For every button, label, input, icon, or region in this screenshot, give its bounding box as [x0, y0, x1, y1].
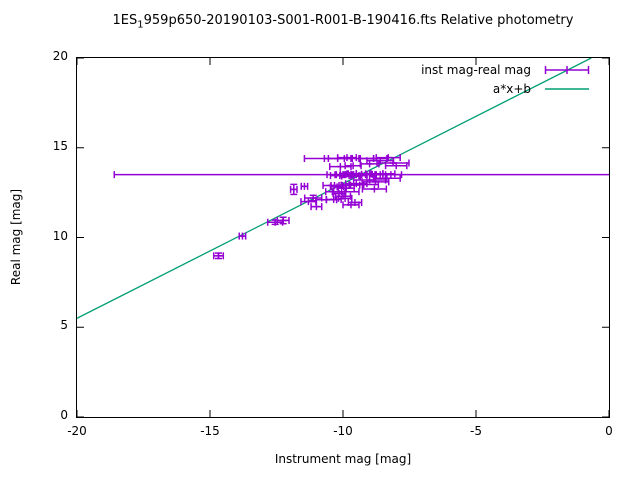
legend-row-points: inst mag-real mag: [421, 61, 590, 79]
x-axis-label: Instrument mag [mag]: [274, 452, 412, 466]
y-tick-label: 5: [60, 318, 68, 333]
plot-area: [76, 57, 610, 418]
x-tick-label: -5: [470, 424, 482, 438]
line-sample-icon: [545, 88, 589, 90]
y-tick-label: 15: [52, 138, 68, 153]
x-tick-label: -20: [67, 424, 87, 438]
y-axis-label: Real mag [mag]: [9, 188, 23, 286]
legend-label-fit: a*x+b: [492, 82, 531, 96]
y-tick-label: 10: [52, 228, 68, 243]
y-tick-label: 20: [52, 49, 68, 63]
legend-label-points: inst mag-real mag: [421, 63, 531, 77]
x-tick-label: -15: [200, 424, 220, 438]
plot-canvas: [77, 58, 609, 417]
chart-title-subscript: 1: [137, 19, 144, 31]
chart-title: 1ES1959p650-20190103-S001-R001-B-190416.…: [76, 13, 610, 31]
y-tick-label: 0: [60, 408, 68, 422]
legend: inst mag-real mag a*x+b: [421, 61, 590, 98]
legend-row-fit: a*x+b: [421, 80, 590, 98]
x-tick-label: 0: [605, 424, 613, 438]
chart-title-prefix: 1ES: [112, 13, 138, 28]
errorbar-sample-icon: [544, 66, 590, 74]
x-tick-label: -10: [333, 424, 353, 438]
chart-title-rest: 959p650-20190103-S001-R001-B-190416.fts …: [143, 13, 574, 28]
